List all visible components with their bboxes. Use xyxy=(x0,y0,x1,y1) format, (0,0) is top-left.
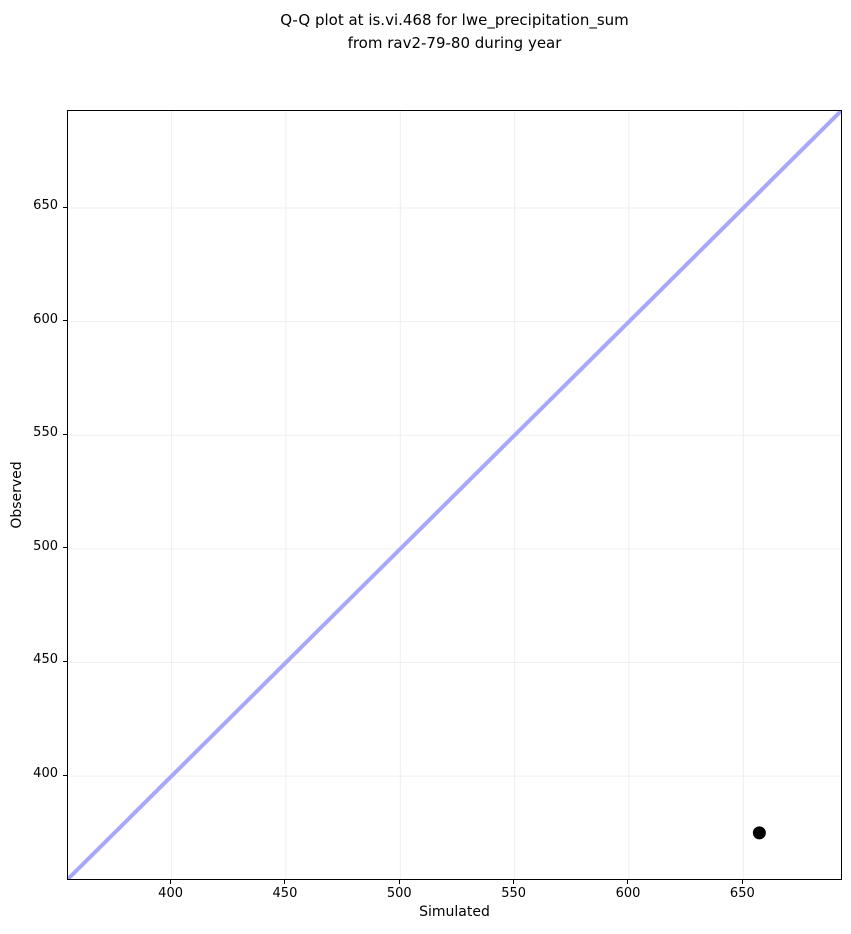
chart-title-line2: from rav2-79-80 during year xyxy=(347,34,562,52)
y-tick-label: 600 xyxy=(33,311,58,327)
x-tick-mark xyxy=(284,880,286,884)
x-tick-mark xyxy=(627,880,629,884)
y-tick-label: 500 xyxy=(33,538,58,554)
data-point xyxy=(752,826,766,840)
y-tick-label: 400 xyxy=(33,766,58,782)
chart-title: Q-Q plot at is.vi.468 for lwe_precipitat… xyxy=(67,9,842,55)
x-tick-mark xyxy=(170,880,172,884)
x-tick-mark xyxy=(513,880,515,884)
y-tick-label: 550 xyxy=(33,425,58,441)
y-tick-mark xyxy=(63,433,67,435)
y-tick-mark xyxy=(63,660,67,662)
y-tick-mark xyxy=(63,547,67,549)
x-tick-mark xyxy=(398,880,400,884)
x-tick-label: 500 xyxy=(386,886,412,901)
y-tick-mark xyxy=(63,206,67,208)
x-tick-label: 400 xyxy=(158,886,184,901)
x-tick-label: 600 xyxy=(615,886,641,901)
y-tick-mark xyxy=(63,320,67,322)
x-tick-label: 550 xyxy=(501,886,527,901)
y-tick-label: 650 xyxy=(33,198,58,214)
x-tick-mark xyxy=(741,880,743,884)
x-axis-label: Simulated xyxy=(419,904,490,920)
identity-line xyxy=(68,111,841,879)
y-tick-mark xyxy=(63,774,67,776)
chart-title-line1: Q-Q plot at is.vi.468 for lwe_precipitat… xyxy=(280,11,629,29)
x-tick-label: 450 xyxy=(272,886,298,901)
x-tick-label: 650 xyxy=(729,886,755,901)
y-tick-label: 450 xyxy=(33,652,58,668)
plot-canvas xyxy=(68,111,841,879)
plot-area xyxy=(67,110,842,880)
y-axis-label: Observed xyxy=(9,461,25,529)
